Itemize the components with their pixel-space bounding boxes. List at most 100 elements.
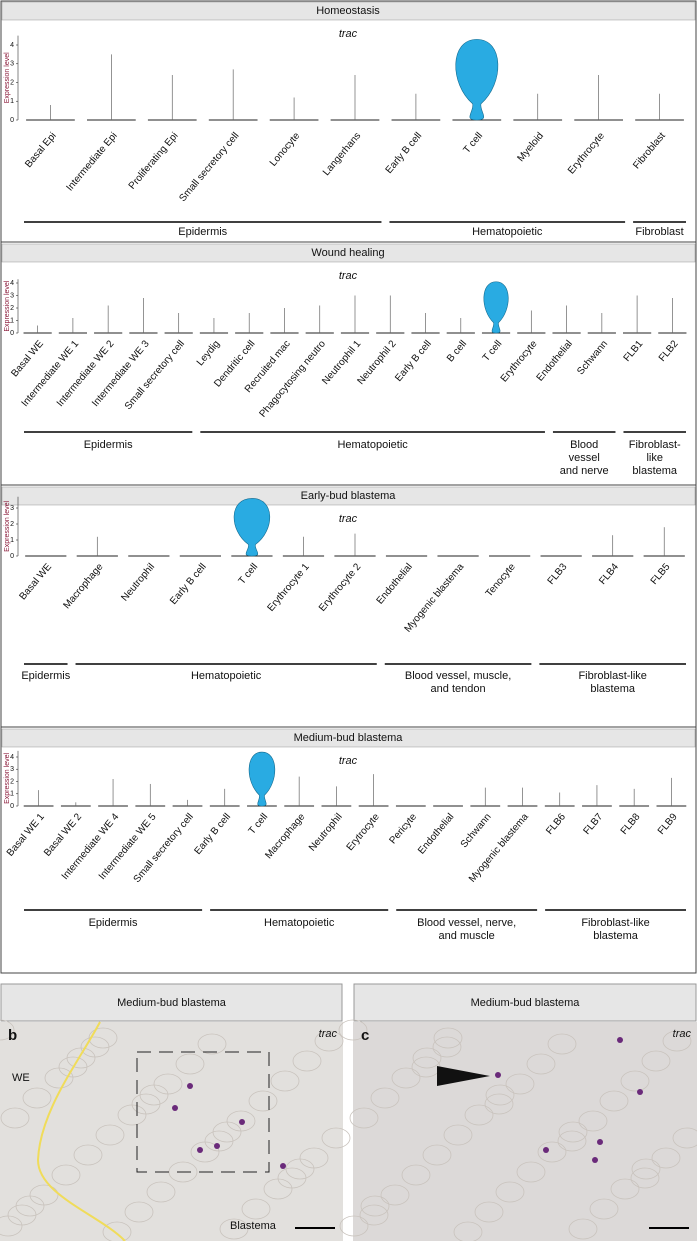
cell-outline <box>370 1087 400 1109</box>
cell-outline <box>314 1030 344 1052</box>
image-label: Blastema <box>230 1220 277 1232</box>
image-gene: trac <box>673 1028 692 1040</box>
y-axis-label: Expression level <box>4 280 11 331</box>
gene-label: trac <box>339 755 358 767</box>
group-label: Hematopoietic <box>191 670 262 682</box>
group-label: Blood vessel, muscle, <box>405 670 511 682</box>
cell-outline <box>190 1141 220 1163</box>
violin <box>483 281 509 334</box>
cell-outline <box>248 1090 278 1112</box>
cell-outline <box>568 1218 598 1240</box>
group-label: and tendon <box>431 683 486 695</box>
group-label: Epidermis <box>178 226 227 238</box>
cell-outline <box>0 1019 15 1041</box>
cell-outline <box>662 1030 692 1052</box>
cell-outline <box>505 1073 535 1095</box>
section-title: Early-bud blastema <box>301 490 397 502</box>
group-label: blastema <box>590 683 636 695</box>
cell-outline <box>263 1178 293 1200</box>
cell-outline <box>672 1127 697 1149</box>
we-boundary <box>36 1021 126 1242</box>
group-label: Epidermis <box>89 917 138 929</box>
group-label: Blood <box>570 439 598 451</box>
stain <box>280 1163 286 1169</box>
group-label: Fibroblast-like <box>581 917 649 929</box>
cell-outline <box>484 1093 514 1115</box>
cell-outline <box>380 1184 410 1206</box>
group-label: Hematopoietic <box>264 917 335 929</box>
group-label: Epidermis <box>84 439 133 451</box>
y-tick-label: 2 <box>10 778 14 785</box>
y-tick-label: 1 <box>10 537 14 544</box>
y-tick-label: 0 <box>10 330 14 337</box>
cell-outline <box>44 1067 74 1089</box>
stain <box>592 1157 598 1163</box>
cell-outline <box>270 1070 300 1092</box>
y-tick-label: 0 <box>10 553 14 560</box>
cell-outline <box>51 1164 81 1186</box>
section-title: Homeostasis <box>316 5 380 17</box>
cell-outline <box>537 1141 567 1163</box>
group-label: like <box>646 452 663 464</box>
stain <box>172 1105 178 1111</box>
stain <box>495 1072 501 1078</box>
group-label: Hematopoietic <box>472 226 543 238</box>
cell-outline <box>630 1167 660 1189</box>
y-tick-label: 3 <box>10 766 14 773</box>
group-label: vessel <box>569 452 600 464</box>
stain <box>214 1143 220 1149</box>
cell-outline <box>0 1107 30 1129</box>
cell-outline <box>175 1053 205 1075</box>
group-label: and muscle <box>439 930 495 942</box>
y-tick-label: 0 <box>10 803 14 810</box>
y-tick-label: 1 <box>10 98 14 105</box>
cell-outline <box>349 1107 379 1129</box>
cell-outline <box>558 1121 588 1143</box>
cell-outline <box>285 1158 315 1180</box>
cell-outline <box>22 1087 52 1109</box>
cell-outline <box>464 1104 494 1126</box>
cell-outline <box>485 1084 515 1106</box>
micrograph <box>0 1022 343 1241</box>
stain <box>197 1147 203 1153</box>
image-title: Medium-bud blastema <box>117 997 227 1009</box>
stain <box>637 1089 643 1095</box>
cell-outline <box>631 1158 661 1180</box>
cell-outline <box>516 1161 546 1183</box>
stain <box>543 1147 549 1153</box>
y-tick-label: 4 <box>10 280 14 287</box>
group-label: and nerve <box>560 465 609 477</box>
cell-outline <box>15 1195 45 1217</box>
cell-outline <box>339 1215 369 1237</box>
image-header <box>353 983 697 1022</box>
image-header <box>0 983 343 1022</box>
section-header <box>1 728 696 748</box>
stain <box>239 1119 245 1125</box>
cell-outline <box>651 1147 681 1169</box>
y-tick-label: 4 <box>10 42 14 49</box>
stain <box>617 1037 623 1043</box>
section-title: Wound healing <box>311 247 384 259</box>
cell-outline <box>321 1127 351 1149</box>
gene-label: trac <box>339 28 358 40</box>
stain <box>597 1139 603 1145</box>
cell-outline <box>433 1027 463 1049</box>
y-tick-label: 3 <box>10 61 14 68</box>
cell-outline <box>610 1178 640 1200</box>
y-axis-label: Expression level <box>4 500 11 551</box>
micrograph <box>353 1022 697 1241</box>
section-header <box>1 243 696 263</box>
y-axis-label: Expression level <box>4 753 11 804</box>
group-label: Fibroblast-like <box>578 670 646 682</box>
y-tick-label: 3 <box>10 292 14 299</box>
cell-outline <box>117 1104 147 1126</box>
inset-box <box>136 1051 270 1173</box>
cell-outline <box>359 1204 389 1226</box>
cell-outline <box>66 1047 96 1069</box>
cell-outline <box>292 1050 322 1072</box>
cell-outline <box>391 1067 421 1089</box>
cell-outline <box>338 1019 368 1041</box>
cell-outline <box>547 1033 577 1055</box>
cell-outline <box>620 1070 650 1092</box>
